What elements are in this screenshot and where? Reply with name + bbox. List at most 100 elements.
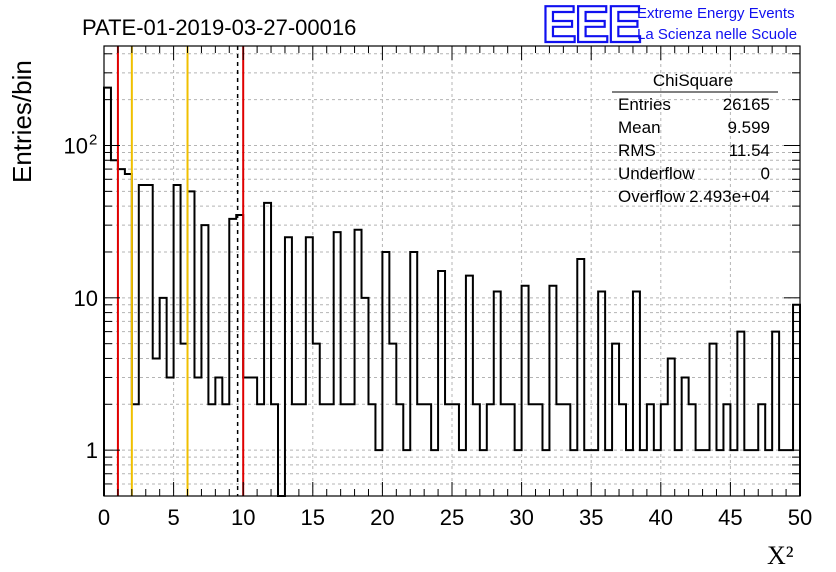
x-tick-label: 5 bbox=[167, 505, 179, 530]
histogram-bin bbox=[605, 450, 612, 496]
histogram-bin bbox=[751, 450, 758, 496]
stats-box: ChiSquare Entries 26165 Mean 9.599 RMS 1… bbox=[612, 71, 778, 206]
histogram-bin bbox=[188, 191, 195, 496]
histogram-bin bbox=[522, 286, 529, 496]
histogram-bin bbox=[682, 377, 689, 496]
histogram-bin bbox=[292, 404, 299, 496]
histogram-bin bbox=[508, 404, 515, 496]
histogram-bin bbox=[563, 404, 570, 496]
logo-line-1: Extreme Energy Events bbox=[637, 5, 795, 22]
histogram-bin bbox=[410, 252, 417, 496]
histogram-bin bbox=[431, 450, 438, 496]
histogram-bin bbox=[772, 332, 779, 496]
histogram-bin bbox=[626, 450, 633, 496]
histogram-bin bbox=[174, 185, 181, 496]
x-tick-label: 0 bbox=[98, 505, 110, 530]
histogram-bin bbox=[716, 450, 723, 496]
y-axis-title: Entries/bin bbox=[7, 60, 37, 183]
histogram-bin bbox=[417, 404, 424, 496]
histogram-bin bbox=[375, 450, 382, 496]
histogram-bin bbox=[368, 404, 375, 496]
threshold-lines bbox=[116, 46, 245, 496]
eee-logo-letters: EEE bbox=[542, 0, 640, 54]
stats-label-entries: Entries bbox=[618, 95, 671, 114]
histogram-bin bbox=[668, 358, 675, 496]
histogram-bin bbox=[473, 404, 480, 496]
histogram-bin bbox=[730, 450, 737, 496]
y-tick-label: 1 bbox=[86, 438, 98, 463]
histogram-bin bbox=[584, 450, 591, 496]
histogram-bin bbox=[334, 232, 341, 496]
histogram-bin bbox=[487, 404, 494, 496]
histogram-bin bbox=[536, 404, 543, 496]
histogram-bin bbox=[529, 404, 536, 496]
eee-logo: EEE Extreme Energy Events La Scienza nel… bbox=[541, 0, 797, 55]
histogram-bin bbox=[765, 450, 772, 496]
stats-value-overflow: 2.493e+04 bbox=[689, 187, 770, 206]
histogram-bin bbox=[125, 174, 132, 496]
histogram-bin bbox=[285, 237, 292, 496]
histogram-bin bbox=[104, 88, 111, 496]
stats-value-entries: 26165 bbox=[723, 95, 770, 114]
histogram-bin bbox=[640, 450, 647, 496]
x-tick-label: 10 bbox=[231, 505, 255, 530]
stats-value-mean: 9.599 bbox=[727, 118, 770, 137]
histogram-bin bbox=[737, 332, 744, 496]
histogram-bin bbox=[577, 259, 584, 496]
histogram-bin bbox=[619, 404, 626, 496]
x-tick-label: 25 bbox=[440, 505, 464, 530]
y-tick-exponent: 2 bbox=[89, 131, 97, 148]
histogram-bin bbox=[744, 450, 751, 496]
histogram-bin bbox=[201, 225, 208, 496]
histogram-bin bbox=[389, 344, 396, 496]
histogram-bin bbox=[654, 450, 661, 496]
histogram-bin bbox=[438, 271, 445, 496]
histogram-bin bbox=[118, 169, 125, 496]
histogram-bin bbox=[382, 252, 389, 496]
x-tick-label: 35 bbox=[579, 505, 603, 530]
stats-label-overflow: Overflow bbox=[618, 187, 686, 206]
histogram-bin bbox=[160, 298, 167, 496]
x-tick-label: 45 bbox=[718, 505, 742, 530]
histogram-bin bbox=[424, 404, 431, 496]
histogram-bin bbox=[111, 160, 118, 496]
histogram-bin bbox=[452, 404, 459, 496]
histogram-bin bbox=[786, 450, 793, 496]
histogram-bin bbox=[250, 377, 257, 496]
stats-label-underflow: Underflow bbox=[618, 164, 695, 183]
histogram-bins bbox=[103, 86, 801, 497]
histogram-bin bbox=[229, 219, 236, 496]
histogram-outline bbox=[103, 86, 801, 497]
histogram-bin bbox=[181, 344, 188, 496]
histogram-bin bbox=[549, 286, 556, 496]
histogram-bin bbox=[327, 404, 334, 496]
stats-label-rms: RMS bbox=[618, 141, 656, 160]
histogram-bin bbox=[501, 404, 508, 496]
histogram-bin bbox=[313, 344, 320, 496]
histogram-bin bbox=[723, 404, 730, 496]
histogram-bin bbox=[661, 404, 668, 496]
histogram-bin bbox=[167, 377, 174, 496]
histogram-bin bbox=[271, 404, 278, 496]
histogram-bin bbox=[494, 292, 501, 496]
histogram-bin bbox=[459, 450, 466, 496]
y-tick-label: 10 bbox=[64, 133, 88, 158]
histogram-bin bbox=[208, 404, 215, 496]
histogram-bin bbox=[146, 185, 153, 496]
histogram-bin bbox=[264, 203, 271, 496]
histogram-bin bbox=[570, 450, 577, 496]
histogram-bin bbox=[403, 450, 410, 496]
histogram-bin bbox=[598, 292, 605, 496]
histogram-bin bbox=[222, 404, 229, 496]
histogram-bin bbox=[194, 377, 201, 496]
stats-title: ChiSquare bbox=[653, 71, 733, 90]
histogram-bin bbox=[215, 377, 222, 496]
histogram-bin bbox=[341, 404, 348, 496]
stats-value-underflow: 0 bbox=[761, 164, 770, 183]
histogram-bin bbox=[689, 404, 696, 496]
histogram-bin bbox=[355, 230, 362, 496]
logo-line-2: La Scienza nelle Scuole bbox=[637, 26, 797, 43]
histogram-bin bbox=[348, 404, 355, 496]
histogram-bin bbox=[299, 404, 306, 496]
